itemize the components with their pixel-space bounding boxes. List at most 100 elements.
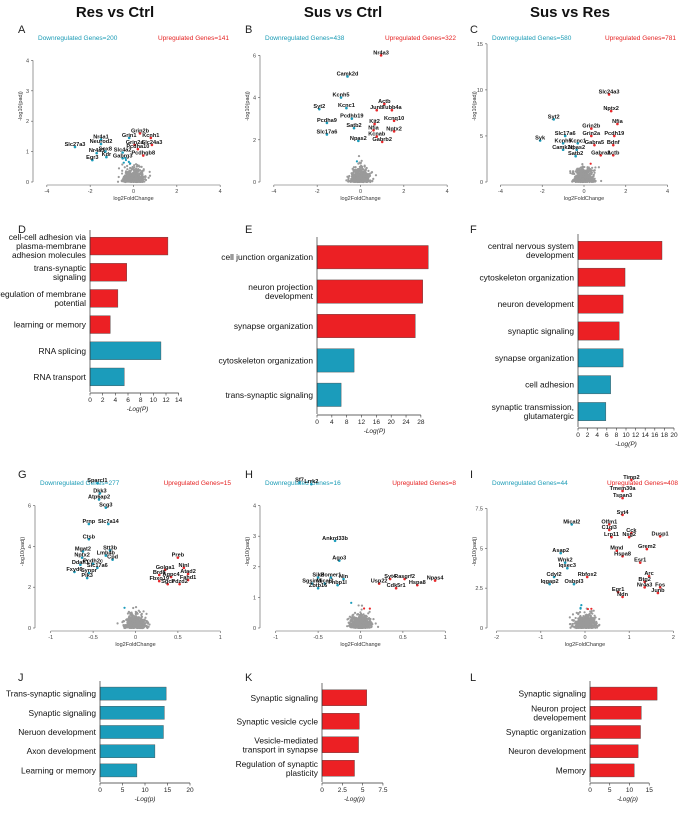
gene-label: Pcdhb19 <box>340 114 363 120</box>
data-point <box>134 626 137 629</box>
gene-point <box>383 102 386 106</box>
data-point <box>587 616 590 619</box>
data-point <box>124 156 127 160</box>
data-point <box>136 616 139 619</box>
data-point <box>134 613 137 616</box>
gene-label: Grin2a <box>582 131 601 137</box>
x-tick-label: 12 <box>162 397 170 404</box>
data-point <box>348 174 351 178</box>
gene-label: Sparcl1 <box>87 478 107 484</box>
data-point <box>354 168 358 171</box>
y-tick-label: 15 <box>477 42 483 48</box>
data-point <box>592 609 595 612</box>
gene-label: Pcdh19 <box>604 131 624 137</box>
gene-point <box>611 143 615 147</box>
data-point <box>132 619 135 623</box>
data-point <box>140 620 143 624</box>
data-point <box>355 160 359 163</box>
x-tick-label: 8 <box>615 432 619 439</box>
data-point <box>142 610 145 613</box>
x-tick-label: 4 <box>446 189 449 195</box>
data-point <box>133 164 136 167</box>
data-point <box>591 166 594 169</box>
x-axis-title: -Log(p) <box>344 796 365 803</box>
data-point <box>127 610 130 613</box>
x-tick-label: 20 <box>670 432 678 439</box>
x-tick-label: 0 <box>576 432 580 439</box>
data-point <box>125 625 128 628</box>
data-point <box>365 166 368 170</box>
data-point <box>357 174 361 177</box>
data-point <box>128 615 131 618</box>
gene-label: Timp2 <box>623 475 639 481</box>
gene-label: Kcnh1 <box>142 133 159 139</box>
x-tick-label: 0 <box>588 787 592 794</box>
data-point <box>583 611 586 614</box>
data-point <box>368 607 371 610</box>
gene-label: Grin2b <box>582 124 601 130</box>
bar <box>589 686 658 701</box>
category-label: central nervous system development <box>488 241 575 260</box>
gene-point <box>599 153 603 157</box>
data-point <box>593 614 596 617</box>
gene-label: Nptx2 <box>386 126 402 132</box>
bar <box>589 763 635 778</box>
data-point <box>124 176 127 179</box>
gene-point <box>95 151 98 155</box>
gene-label: Fbxo19 <box>149 576 169 582</box>
gene-label: Egr3 <box>86 155 98 161</box>
bar <box>589 706 642 720</box>
y-tick-label: 1 <box>253 595 256 601</box>
x-tick-label: 0 <box>98 787 102 794</box>
x-tick-label: 28 <box>417 419 425 426</box>
data-point <box>355 171 358 174</box>
data-point <box>600 179 603 183</box>
gene-point <box>392 119 396 123</box>
bar <box>99 706 165 720</box>
data-point <box>128 178 131 181</box>
gene-point <box>345 106 348 110</box>
data-point <box>138 621 141 624</box>
data-point <box>357 171 360 174</box>
x-tick-label: 10 <box>622 432 630 439</box>
gene-label: Cdyl2 <box>546 572 561 578</box>
volcano-panel-G: G Downregulated Genes=277 Upregulated Gene… <box>18 469 231 648</box>
data-point <box>135 618 138 621</box>
gene-label: Grin2a <box>126 140 145 146</box>
x-tick-label: 2 <box>672 635 675 641</box>
data-point <box>351 624 354 627</box>
category-label: neuron development <box>498 299 575 309</box>
x-tick-label: 0 <box>320 787 324 794</box>
data-point <box>590 607 593 610</box>
data-point <box>370 171 373 174</box>
gene-label: Scg3 <box>99 503 112 509</box>
data-point <box>347 180 350 183</box>
gene-point <box>87 571 91 575</box>
data-point <box>363 624 366 628</box>
data-point <box>590 611 593 614</box>
gene-label: Actb <box>378 99 391 105</box>
gene-label: Pcdhgb8 <box>131 151 155 157</box>
panel-label: J <box>18 672 24 684</box>
gene-point <box>136 147 140 151</box>
x-axis-title: log2FoldChange <box>565 642 605 648</box>
data-point <box>577 167 581 170</box>
gene-point <box>104 150 107 153</box>
y-tick-label: 0 <box>253 180 256 186</box>
data-point <box>349 624 352 627</box>
gene-point <box>138 132 142 135</box>
bar <box>577 375 611 395</box>
data-point <box>590 616 594 619</box>
data-point <box>147 176 150 179</box>
data-point <box>359 167 362 171</box>
x-tick-label: 0.5 <box>399 635 407 641</box>
data-point <box>586 607 590 611</box>
gene-label: Pcdha10 <box>126 144 149 150</box>
data-point <box>134 172 137 175</box>
data-point <box>132 614 135 617</box>
gene-label: Grem2 <box>638 544 656 550</box>
gene-point <box>97 498 101 501</box>
gene-label: Kcnh5 <box>332 93 349 99</box>
x-tick-label: -4 <box>271 189 276 195</box>
